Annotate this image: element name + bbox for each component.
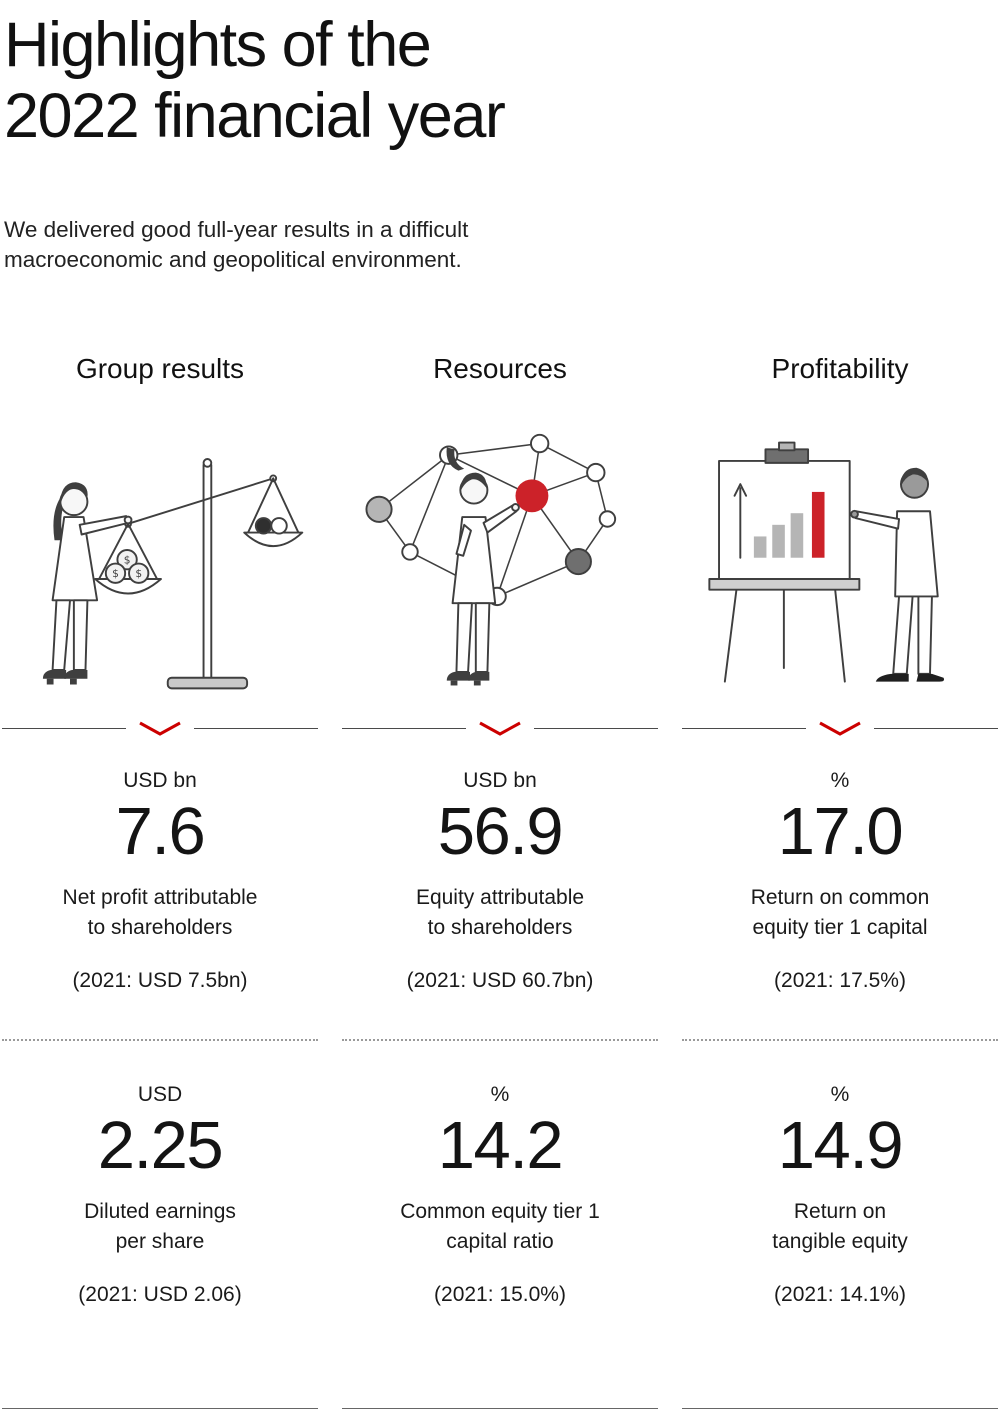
stat-label: Return on common equity tier 1 capital [750,886,930,940]
separator-line [682,728,806,730]
stat-prior-year: (2021: USD 2.06) [78,1282,242,1306]
separator-line [534,728,658,730]
stat-prior-year: (2021: 15.0%) [434,1282,566,1306]
bottom-rule [682,1408,998,1409]
stat-block: % 14.9 Return on tangible equity (2021: … [772,1083,907,1307]
column-header: Profitability [771,352,909,384]
chevron-down-icon [819,721,861,736]
separator-line [342,728,466,730]
stat-value: 14.9 [777,1107,904,1183]
bottom-rule [342,1408,658,1409]
separator [682,721,998,737]
column-header: Resources [433,352,567,384]
separator-line [874,728,998,730]
page-subtitle: We delivered good full-year results in a… [4,217,469,273]
stat-unit: USD bn [463,768,537,792]
svg-text:$: $ [112,567,119,580]
stat-value: 7.6 [115,793,206,869]
stat-unit: % [830,1082,850,1106]
bottom-rule [2,1408,318,1409]
svg-text:$: $ [135,567,142,580]
presentation-chart-illustration [682,407,998,707]
stat-block: USD 2.25 Diluted earnings per share (202… [78,1083,241,1307]
stat-block: USD bn 56.9 Equity attributable to share… [407,769,594,993]
column-resources: Resources [342,353,658,1307]
dotted-divider [682,1038,998,1041]
separator [2,721,318,737]
stat-block: USD bn 7.6 Net profit attributable to sh… [63,769,258,993]
separator-line [2,728,126,730]
stat-unit: % [490,1082,510,1106]
stat-prior-year: (2021: 17.5%) [774,968,906,992]
stat-unit: % [830,768,850,792]
column-profitability: Profitability [682,353,998,1307]
stat-value: 14.2 [437,1107,564,1183]
stat-block: % 14.2 Common equity tier 1 capital rati… [400,1083,600,1307]
chevron-down-icon [479,721,521,736]
svg-text:$: $ [124,553,131,566]
stat-unit: USD [137,1082,183,1106]
columns-grid: Group results [0,353,1000,1307]
stat-prior-year: (2021: USD 7.5bn) [72,968,248,992]
stat-block: % 17.0 Return on common equity tier 1 ca… [751,769,930,993]
stat-value: 2.25 [97,1107,224,1183]
stat-label: Equity attributable to shareholders [415,886,585,940]
dotted-divider [2,1038,318,1041]
stat-value: 17.0 [777,793,904,869]
page-title: Highlights of the 2022 financial year [4,10,506,151]
network-nodes-illustration [342,407,658,707]
stat-unit: USD bn [123,768,197,792]
dotted-divider [342,1038,658,1041]
column-header: Group results [75,352,245,384]
column-group-results: Group results [2,353,318,1307]
stat-value: 56.9 [437,793,564,869]
balance-scale-illustration: $ $ $ [2,407,318,707]
stat-prior-year: (2021: USD 60.7bn) [406,968,594,992]
page-header: Highlights of the 2022 financial year We… [0,0,1000,275]
chevron-down-icon [139,721,181,736]
stat-label: Common equity tier 1 capital ratio [400,1200,600,1254]
separator [342,721,658,737]
bottom-rules [2,1408,998,1409]
stat-label: Return on tangible equity [772,1200,908,1254]
separator-line [194,728,318,730]
stat-label: Net profit attributable to shareholders [62,886,258,940]
stat-label: Diluted earnings per share [84,1200,236,1254]
stat-prior-year: (2021: 14.1%) [774,1282,906,1306]
